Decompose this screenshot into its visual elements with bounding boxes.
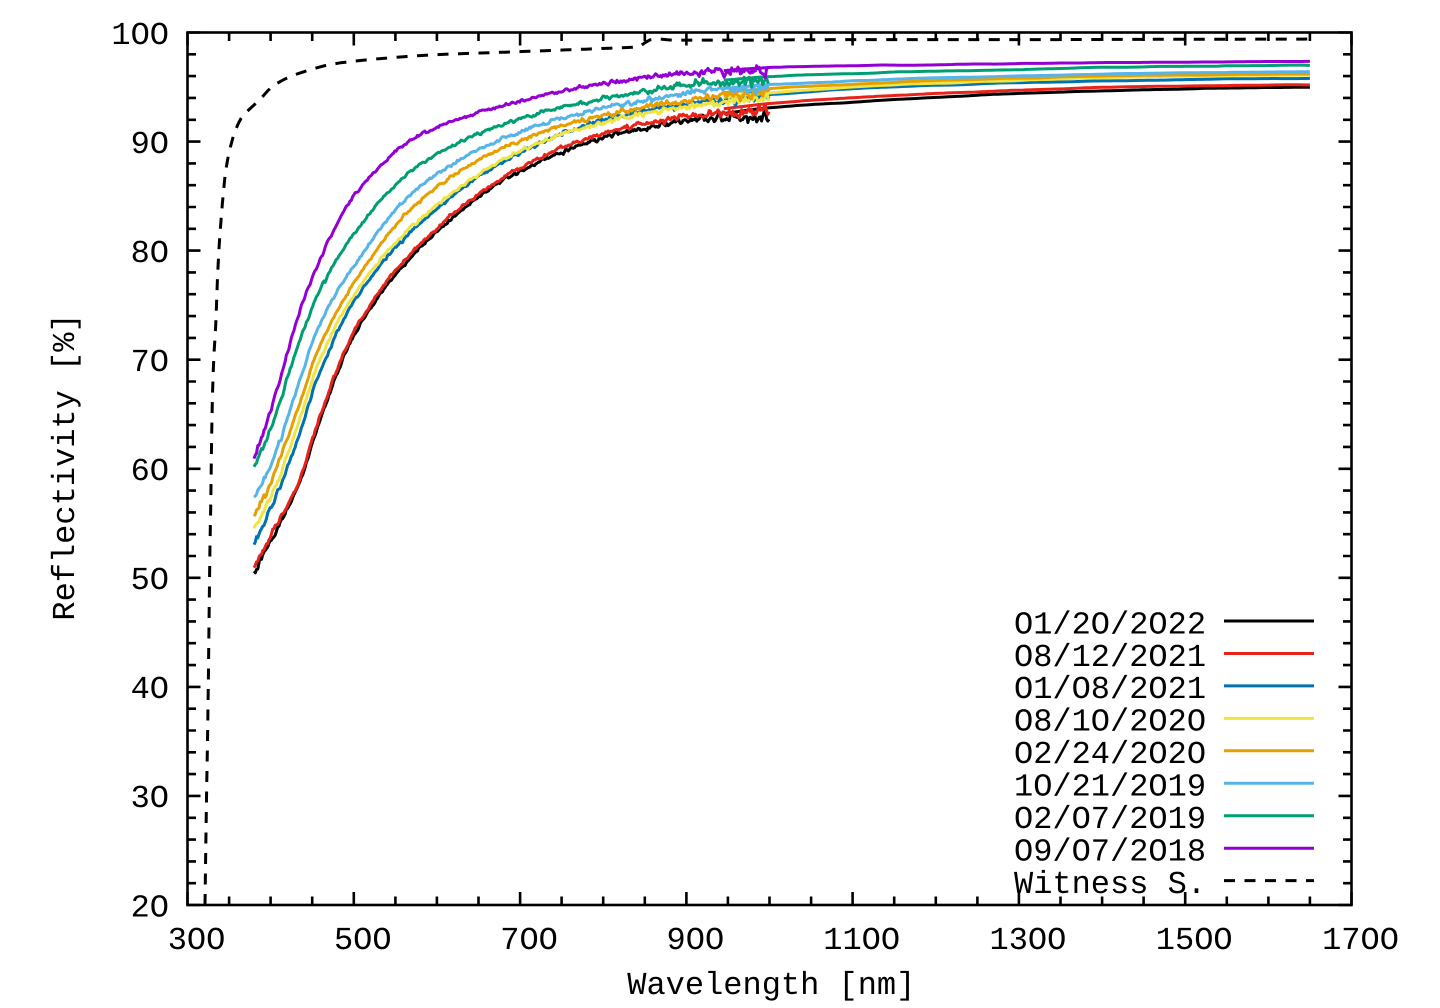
svg-text:4O: 4O	[131, 671, 169, 708]
svg-text:3OO: 3OO	[168, 922, 226, 959]
svg-text:Reflectivity [%]: Reflectivity [%]	[47, 313, 84, 620]
svg-text:O1/2O/2O22: O1/2O/2O22	[1014, 606, 1206, 643]
svg-text:1OO: 1OO	[111, 17, 169, 54]
svg-text:5OO: 5OO	[334, 922, 392, 959]
svg-text:O9/O7/2O18: O9/O7/2O18	[1014, 833, 1206, 870]
svg-text:7OO: 7OO	[500, 922, 558, 959]
svg-text:5O: 5O	[131, 562, 169, 599]
svg-text:O2/24/2O2O: O2/24/2O2O	[1014, 736, 1206, 773]
svg-text:8O: 8O	[131, 235, 169, 272]
svg-text:17OO: 17OO	[1322, 922, 1399, 959]
svg-text:O8/12/2O21: O8/12/2O21	[1014, 639, 1206, 676]
svg-text:9O: 9O	[131, 126, 169, 163]
svg-text:O1/O8/2O21: O1/O8/2O21	[1014, 671, 1206, 708]
svg-text:3O: 3O	[131, 780, 169, 817]
svg-text:1O/21/2O19: 1O/21/2O19	[1014, 769, 1206, 806]
svg-text:7O: 7O	[131, 344, 169, 381]
svg-text:13OO: 13OO	[990, 922, 1067, 959]
svg-text:6O: 6O	[131, 453, 169, 490]
svg-text:Wavelength [nm]: Wavelength [nm]	[627, 967, 915, 1004]
svg-text:Witness S.: Witness S.	[1014, 866, 1206, 903]
svg-text:2O: 2O	[131, 889, 169, 926]
svg-text:9OO: 9OO	[667, 922, 725, 959]
svg-text:O2/O7/2O19: O2/O7/2O19	[1014, 801, 1206, 838]
svg-text:11OO: 11OO	[823, 922, 900, 959]
svg-text:O8/1O/2O2O: O8/1O/2O2O	[1014, 704, 1206, 741]
svg-text:15OO: 15OO	[1156, 922, 1233, 959]
